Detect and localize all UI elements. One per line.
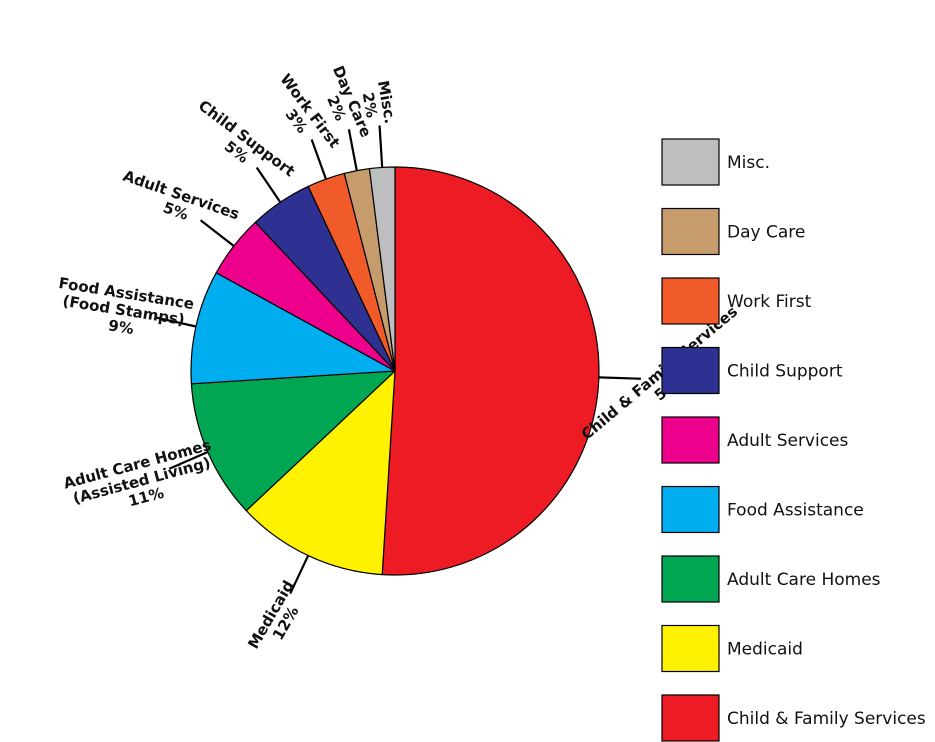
pie-slices xyxy=(190,166,600,576)
legend-label: Child & Family Services xyxy=(727,709,926,729)
leader-line-child-support xyxy=(255,166,282,203)
leader-line-day-care xyxy=(347,129,358,171)
pie-slice-medicaid xyxy=(245,370,396,576)
legend-swatch xyxy=(661,624,720,673)
leader-line-food-assistance xyxy=(154,316,197,328)
legend-swatch xyxy=(661,138,720,186)
legend-item-work-first: Work First xyxy=(661,277,812,325)
legend-swatch xyxy=(661,485,720,534)
legend-item-day-care: Day Care xyxy=(661,207,805,256)
legend-swatch xyxy=(661,555,720,603)
legend-swatch xyxy=(661,207,720,256)
slice-name-label: Child Support xyxy=(195,96,298,180)
leader-line-work-first xyxy=(310,139,327,180)
legend-label: Day Care xyxy=(727,223,805,243)
slice-percent-label: 2% xyxy=(359,91,381,119)
pie-slice-child-and-family-services xyxy=(381,166,600,576)
legend-item-child-and-family-services: Child & Family Services xyxy=(661,694,926,742)
leader-line-adult-services xyxy=(199,219,235,247)
legend-swatch xyxy=(661,416,720,464)
legend-label: Misc. xyxy=(727,153,770,173)
legend-item-adult-care-homes: Adult Care Homes xyxy=(661,555,881,603)
leader-line-adult-care-homes xyxy=(168,451,209,470)
slice-label-adult-care-homes: Adult Care Homes(Assisted Living)11% xyxy=(62,436,214,511)
legend-item-child-support: Child Support xyxy=(661,346,843,395)
slice-label-food-assistance: Food Assistance(Food Stamps)9% xyxy=(57,274,195,338)
legend-label: Adult Care Homes xyxy=(727,570,881,590)
legend-label: Food Assistance xyxy=(727,501,864,521)
legend-label: Adult Services xyxy=(727,431,849,451)
legend-item-medicaid: Medicaid xyxy=(661,624,803,673)
slice-percent-label: 9% xyxy=(107,316,135,338)
legend-label: Child Support xyxy=(727,362,843,382)
pie-slice-misc xyxy=(368,166,396,372)
leader-lines xyxy=(154,125,641,595)
legend: Misc. Day Care Work First Child Support Adul… xyxy=(661,138,926,742)
legend-item-misc: Misc. xyxy=(661,138,770,186)
legend-label: Medicaid xyxy=(727,640,803,660)
leader-line-medicaid xyxy=(289,555,310,595)
legend-label: Work First xyxy=(727,292,812,312)
legend-swatch xyxy=(661,346,720,395)
legend-swatch xyxy=(661,694,720,742)
legend-item-adult-services: Adult Services xyxy=(661,416,849,464)
legend-swatch xyxy=(661,277,720,325)
leader-line-child-and-family-services xyxy=(598,376,641,380)
legend-item-food-assistance: Food Assistance xyxy=(661,485,864,534)
leader-line-misc xyxy=(378,125,384,168)
